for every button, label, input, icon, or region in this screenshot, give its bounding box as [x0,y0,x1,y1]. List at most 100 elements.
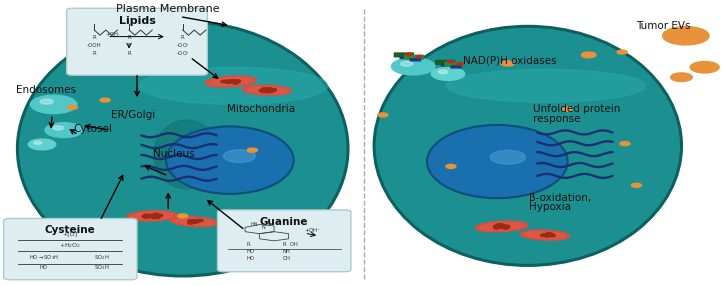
Text: R: R [92,51,96,56]
Circle shape [581,52,596,58]
Circle shape [223,80,229,83]
Ellipse shape [170,217,218,227]
Text: SO$_2$H: SO$_2$H [94,253,109,263]
Circle shape [500,225,505,228]
FancyBboxPatch shape [444,62,465,67]
Circle shape [620,142,630,146]
Ellipse shape [476,221,528,232]
Circle shape [270,89,276,92]
Circle shape [152,214,157,217]
Circle shape [504,225,510,227]
Circle shape [494,225,500,228]
Text: R: R [127,51,131,56]
Text: response: response [533,114,581,124]
Circle shape [392,58,435,75]
Ellipse shape [139,67,328,104]
Circle shape [149,214,155,217]
Circle shape [157,214,162,217]
Circle shape [259,90,265,92]
Circle shape [503,227,509,229]
Ellipse shape [490,150,526,164]
Circle shape [228,80,233,82]
Text: Plasma Membrane: Plasma Membrane [117,4,220,14]
Circle shape [494,227,500,229]
Text: -OO$\cdot$: -OO$\cdot$ [176,41,189,49]
Circle shape [401,61,413,66]
Text: HO: HO [40,265,47,271]
Circle shape [67,105,78,109]
Text: Lipids: Lipids [119,16,155,26]
Ellipse shape [525,232,566,239]
Text: +OH$\cdot$: +OH$\cdot$ [105,30,121,38]
Circle shape [497,225,503,227]
Ellipse shape [175,218,214,225]
Circle shape [40,99,53,104]
Text: HO$\rightarrow$SO$_3$H: HO$\rightarrow$SO$_3$H [28,253,59,263]
Circle shape [225,81,231,83]
Circle shape [416,55,422,58]
Circle shape [406,53,412,55]
Ellipse shape [223,150,255,162]
Circle shape [267,89,273,91]
Circle shape [247,148,257,152]
Ellipse shape [131,212,173,219]
Text: Tumor EVs: Tumor EVs [637,21,691,31]
Circle shape [150,216,156,218]
Circle shape [543,234,549,236]
Text: +OH$\cdot$: +OH$\cdot$ [304,226,320,234]
Circle shape [497,224,502,226]
Circle shape [188,220,194,222]
Text: Cysteine: Cysteine [45,225,96,235]
Text: Nucleus: Nucleus [153,150,195,159]
Text: +H$_2$O$_2$: +H$_2$O$_2$ [59,241,81,250]
Circle shape [457,63,463,65]
Circle shape [28,139,56,150]
Circle shape [225,81,231,83]
Circle shape [542,234,548,236]
Circle shape [153,213,159,216]
Circle shape [663,27,709,45]
Circle shape [268,90,273,92]
Text: R  OH: R OH [283,242,297,247]
Ellipse shape [210,78,252,85]
FancyBboxPatch shape [399,56,411,59]
Circle shape [189,220,195,222]
Circle shape [30,95,77,114]
FancyBboxPatch shape [67,8,207,75]
Ellipse shape [166,126,294,194]
Text: NAD(P)H oxidases: NAD(P)H oxidases [463,55,556,65]
Text: -OO$\cdot$: -OO$\cdot$ [176,49,189,57]
Text: HO: HO [247,249,254,254]
Ellipse shape [374,26,682,265]
Circle shape [263,90,269,92]
FancyBboxPatch shape [450,65,462,69]
Text: ER/Golgi: ER/Golgi [110,110,155,120]
Circle shape [499,225,505,228]
Circle shape [542,234,548,236]
Circle shape [544,234,550,237]
Circle shape [690,61,719,73]
Circle shape [188,222,194,224]
Circle shape [45,123,83,138]
Circle shape [266,89,272,92]
Ellipse shape [521,230,570,240]
Circle shape [547,234,553,236]
Circle shape [266,90,272,93]
Circle shape [195,220,201,222]
Circle shape [150,215,156,217]
Circle shape [431,67,465,80]
Text: Guanine: Guanine [260,217,308,227]
Circle shape [447,61,453,63]
Circle shape [229,81,235,83]
Text: HN: HN [250,222,257,227]
Circle shape [501,226,507,229]
Ellipse shape [480,223,523,230]
Circle shape [494,225,500,227]
Circle shape [191,221,197,223]
Circle shape [142,215,148,218]
Circle shape [149,214,155,217]
Circle shape [262,88,268,90]
Text: β-oxidation,: β-oxidation, [529,193,592,203]
Text: OH: OH [283,256,291,261]
Circle shape [226,80,232,82]
